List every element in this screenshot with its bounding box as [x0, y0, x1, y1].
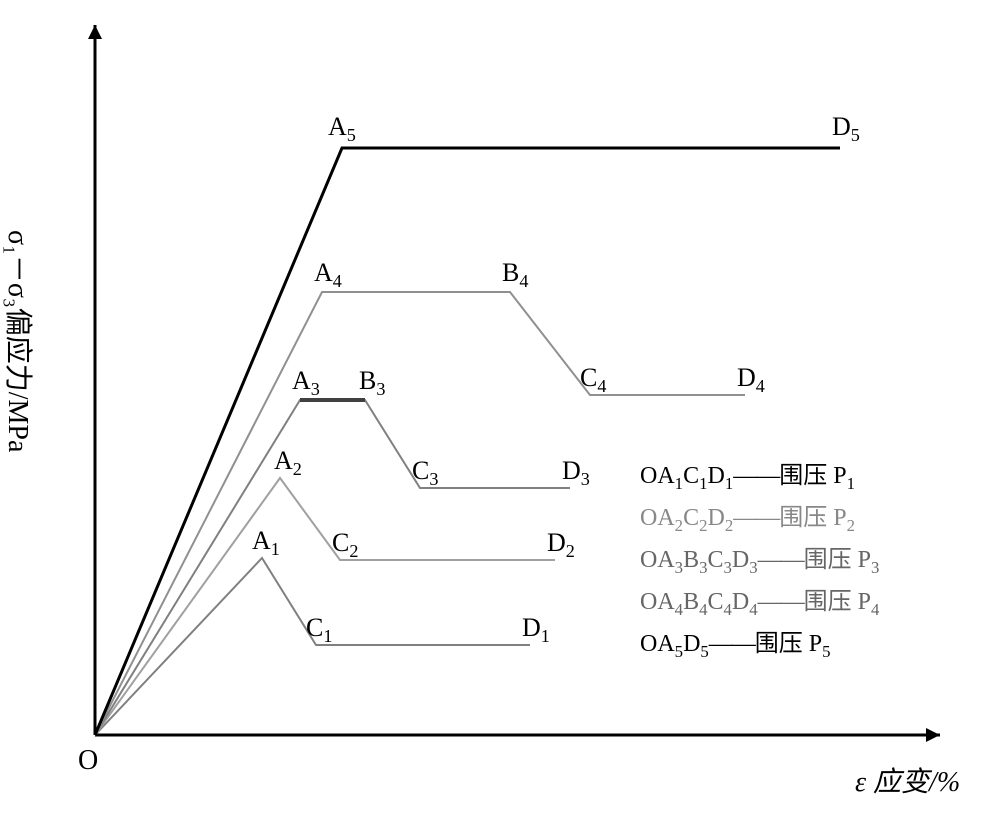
- point-label: C4: [580, 363, 606, 397]
- point-label: A2: [274, 446, 302, 480]
- point-label: C3: [412, 456, 438, 490]
- point-label: C1: [306, 613, 332, 647]
- point-label: D1: [522, 613, 550, 647]
- point-label: D5: [832, 112, 860, 146]
- legend-item: OA5D5——围压 P5: [640, 623, 831, 662]
- point-label: A3: [292, 366, 320, 400]
- origin-label: O: [78, 745, 98, 777]
- point-label: C2: [332, 528, 358, 562]
- point-label: D2: [547, 528, 575, 562]
- legend-item: OA4B4C4D4——围压 P4: [640, 581, 879, 620]
- legend-item: OA3B3C3D3——围压 P3: [640, 539, 879, 578]
- legend-item: OA1C1D1——围压 P1: [640, 455, 855, 494]
- point-label: D3: [562, 456, 590, 490]
- legend-item: OA2C2D2——围压 P2: [640, 497, 855, 536]
- y-axis-label: σ₁－σ₃偏应力/MPa: [0, 230, 40, 452]
- x-axis-label: ε 应变/%: [855, 760, 960, 800]
- point-label: B3: [359, 366, 385, 400]
- point-label: B4: [502, 258, 528, 292]
- point-label: D4: [737, 363, 765, 397]
- point-label: A1: [252, 526, 280, 560]
- point-label: A4: [314, 258, 342, 292]
- point-label: A5: [328, 112, 356, 146]
